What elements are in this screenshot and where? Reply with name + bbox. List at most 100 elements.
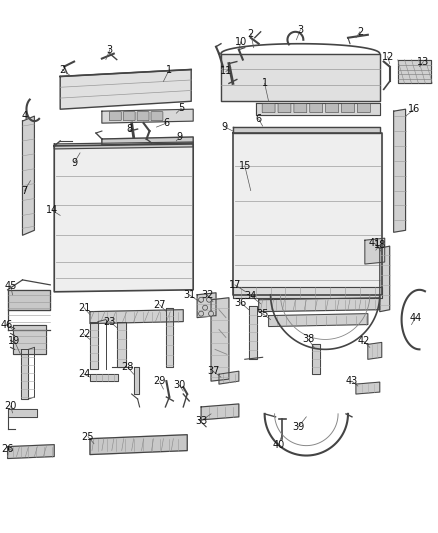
Polygon shape — [394, 109, 406, 232]
FancyBboxPatch shape — [326, 104, 339, 112]
Polygon shape — [256, 103, 380, 115]
Polygon shape — [90, 374, 118, 381]
Text: 38: 38 — [302, 334, 314, 344]
Text: 9: 9 — [222, 122, 228, 132]
Polygon shape — [268, 313, 368, 327]
Text: 27: 27 — [153, 300, 166, 310]
Polygon shape — [7, 409, 37, 417]
Polygon shape — [398, 60, 431, 83]
Text: 25: 25 — [82, 432, 94, 442]
Text: 22: 22 — [78, 329, 90, 340]
FancyBboxPatch shape — [357, 104, 370, 112]
Text: 13: 13 — [417, 56, 430, 67]
Text: 40: 40 — [272, 440, 285, 450]
Polygon shape — [312, 344, 320, 374]
Text: 3: 3 — [107, 45, 113, 55]
Text: 6: 6 — [256, 114, 262, 124]
Text: 2: 2 — [59, 64, 65, 75]
Text: 28: 28 — [121, 362, 134, 372]
Polygon shape — [54, 144, 193, 292]
Polygon shape — [13, 325, 46, 354]
Polygon shape — [197, 293, 216, 318]
Text: 37: 37 — [207, 366, 219, 376]
Polygon shape — [90, 310, 183, 324]
Polygon shape — [54, 142, 193, 149]
Polygon shape — [233, 133, 382, 295]
Text: 17: 17 — [229, 280, 241, 290]
Text: 14: 14 — [46, 205, 58, 215]
FancyBboxPatch shape — [123, 112, 135, 120]
Circle shape — [203, 305, 208, 310]
Polygon shape — [356, 382, 380, 394]
Polygon shape — [219, 371, 239, 384]
Polygon shape — [21, 349, 28, 399]
FancyBboxPatch shape — [278, 104, 291, 112]
Circle shape — [199, 311, 204, 316]
Polygon shape — [90, 321, 98, 369]
Text: 29: 29 — [153, 376, 166, 386]
Text: 41: 41 — [369, 238, 381, 248]
Text: 1: 1 — [261, 78, 268, 88]
Circle shape — [207, 297, 212, 302]
Text: 44: 44 — [410, 313, 422, 322]
Text: 20: 20 — [4, 401, 17, 411]
Text: 32: 32 — [201, 290, 213, 300]
Text: 9: 9 — [71, 158, 77, 168]
Polygon shape — [221, 54, 380, 101]
Circle shape — [199, 297, 204, 302]
Text: 34: 34 — [244, 291, 257, 301]
Polygon shape — [7, 445, 54, 458]
Text: 3: 3 — [297, 25, 304, 35]
Text: 24: 24 — [78, 369, 90, 379]
Text: 12: 12 — [381, 52, 394, 62]
Text: 9: 9 — [176, 132, 182, 142]
Text: 26: 26 — [1, 443, 14, 454]
Polygon shape — [365, 238, 385, 264]
Text: 31: 31 — [183, 290, 195, 300]
Polygon shape — [368, 342, 382, 359]
Text: 2: 2 — [357, 27, 363, 37]
Text: 39: 39 — [292, 422, 304, 432]
Polygon shape — [117, 321, 126, 367]
Text: 2: 2 — [247, 29, 254, 39]
Polygon shape — [249, 306, 257, 359]
Text: 42: 42 — [358, 336, 370, 346]
Polygon shape — [211, 298, 229, 381]
FancyBboxPatch shape — [262, 104, 275, 112]
Text: 1: 1 — [166, 64, 173, 75]
FancyBboxPatch shape — [310, 104, 323, 112]
Polygon shape — [259, 298, 380, 312]
Polygon shape — [102, 137, 193, 145]
Text: 6: 6 — [163, 118, 170, 128]
Text: 5: 5 — [178, 103, 184, 113]
Text: 46: 46 — [0, 320, 13, 329]
Text: 33: 33 — [195, 416, 207, 426]
Polygon shape — [102, 109, 193, 123]
Text: 11: 11 — [220, 67, 232, 77]
FancyBboxPatch shape — [294, 104, 307, 112]
Text: 30: 30 — [173, 380, 185, 390]
Text: 16: 16 — [408, 104, 420, 114]
Text: 43: 43 — [346, 376, 358, 386]
Polygon shape — [60, 69, 191, 109]
Polygon shape — [90, 435, 187, 455]
Polygon shape — [233, 127, 380, 133]
Text: 35: 35 — [257, 309, 269, 319]
Text: 45: 45 — [4, 281, 17, 291]
Text: 23: 23 — [104, 317, 116, 327]
FancyBboxPatch shape — [110, 112, 121, 120]
Text: 8: 8 — [127, 124, 133, 134]
Text: 36: 36 — [235, 298, 247, 308]
Polygon shape — [201, 404, 239, 420]
FancyBboxPatch shape — [137, 112, 149, 120]
Text: 21: 21 — [78, 303, 90, 313]
Polygon shape — [7, 290, 50, 310]
Text: 15: 15 — [239, 161, 251, 171]
Text: 10: 10 — [235, 37, 247, 47]
Polygon shape — [22, 116, 35, 235]
Text: 19: 19 — [8, 336, 21, 346]
Circle shape — [208, 311, 213, 316]
Polygon shape — [380, 246, 390, 312]
Text: 18: 18 — [374, 240, 386, 250]
FancyBboxPatch shape — [342, 104, 354, 112]
